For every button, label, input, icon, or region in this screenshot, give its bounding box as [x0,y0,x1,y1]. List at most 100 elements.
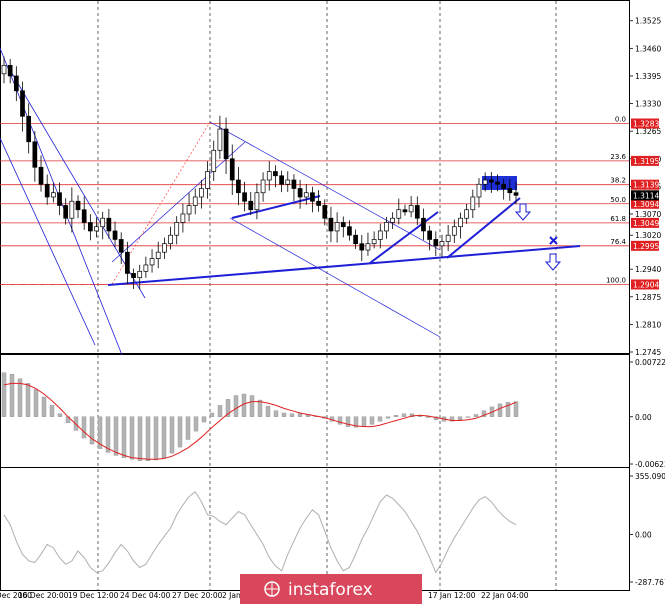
osc-tick-label-0: 355.0903 [635,472,665,481]
candle-body-25 [155,251,161,259]
macd-bar-42 [337,416,343,425]
price-tick-label-10: 1.2875 [635,293,661,302]
candle-body-0 [1,64,7,75]
current-price-label: 1.3114 [633,191,659,200]
candle-body-19 [118,239,124,253]
trend-line-short-2 [369,211,439,264]
macd-bar-46 [369,416,375,425]
fib-price-tag-label-4: 1.3049 [633,219,659,228]
candle-body-15 [94,226,99,232]
macd-bar-11 [89,416,95,445]
candle-body-42 [260,179,266,194]
down-arrow-2 [544,253,562,271]
candle-body-31 [192,196,198,206]
time-tick-label-0: 16 Dec 2000 [0,591,32,600]
fib-price-tag-3 [631,198,659,209]
macd-bar-53 [425,416,431,418]
macd-bar-7 [57,413,63,417]
candle-body-79 [488,179,494,183]
trend-line-desc-upper [209,121,441,251]
candle-body-74 [458,217,463,228]
candle-body-61 [377,230,383,240]
macd-bar-32 [257,399,263,417]
candle-body-20 [125,251,130,274]
candle-body-13 [81,209,87,223]
candle-body-81 [501,183,507,189]
candle-body-30 [186,205,192,215]
time-tick-label-5: 2 Jan [222,591,241,600]
macd-bar-44 [353,416,359,428]
macd-bar-22 [177,416,183,448]
candle-body-7 [44,183,50,198]
macd-bar-15 [121,416,127,458]
candle-body-73 [451,226,457,236]
macd-bar-5 [41,396,47,417]
macd-bar-31 [249,395,255,417]
macd-bar-60 [481,410,487,417]
candle-body-47 [291,179,297,189]
macd-bar-57 [457,416,463,420]
macd-bar-36 [289,413,295,417]
fib-diagonal [111,121,211,285]
macd-bar-50 [401,413,407,417]
macd-bar-4 [33,389,39,417]
cross-mark-icon [549,236,558,245]
fibonacci-levels: 0.0 23.6 38.2 50.0 61.8 76.4 100.0 [0,116,629,285]
candle-body-41 [254,192,260,211]
fib-price-tag-label-5: 1.2995 [633,242,659,251]
candle-body-82 [507,188,513,194]
macd-bar-30 [241,393,247,417]
candle-body-1 [7,64,13,77]
fib-price-tag-4 [631,217,659,228]
main-pane-frame [0,0,630,354]
candle-body-33 [205,171,210,189]
candle-body-76 [470,196,476,211]
oscillator-pane-frame [0,467,630,591]
fib-price-tag-label-1: 1.3195 [633,157,659,166]
macd-bar-63 [505,402,511,417]
macd-bar-10 [81,416,87,439]
candle-body-14 [88,222,93,232]
logo-text: instaforex [288,580,373,600]
price-tags: 1.3283 1.3195 1.3139 1.3094 1.3049 1.2995 1.29… [631,118,659,290]
candle-body-28 [174,222,180,236]
time-tick-label-1: 16 Dec 20:00 [18,591,69,600]
trend-line-short-3 [446,197,521,259]
price-tick-label-0: 1.3525 [635,17,661,26]
candle-body-17 [106,217,112,232]
macd-bar-9 [73,416,79,431]
candle-body-63 [390,217,395,223]
candle-body-57 [353,234,358,245]
macd-bar-48 [385,416,391,419]
candle-body-39 [242,192,247,202]
macd-bar-35 [281,412,287,417]
macd-bar-58 [465,416,471,418]
fib-label-2: 38.2 [610,177,626,185]
candle-body-26 [162,243,167,253]
macd-bar-37 [297,413,303,417]
fib-label-1: 23.6 [610,153,626,161]
macd-tick-label-1: 0.00 [635,413,652,422]
candle-body-83 [513,192,519,196]
fib-label-4: 61.8 [610,215,626,223]
macd-bar-64 [513,401,519,417]
macd-bar-13 [105,416,111,453]
macd-bar-62 [497,403,503,417]
macd-bar-27 [217,405,223,417]
candle-body-71 [439,241,445,247]
price-tick-label-9: 1.2940 [635,265,661,274]
macd-bar-45 [361,416,367,427]
candle-body-49 [303,192,309,198]
candle-body-72 [445,234,451,242]
candle-body-12 [75,200,81,211]
candle-body-68 [421,217,426,232]
candle-body-48 [297,188,303,198]
fib-price-tag-0 [631,118,659,129]
macd-bar-33 [265,405,271,417]
macd-bar-51 [409,413,415,417]
candle-body-46 [285,179,291,185]
macd-bar-59 [473,414,479,417]
macd-bar-23 [185,416,191,440]
candle-body-65 [402,209,408,213]
